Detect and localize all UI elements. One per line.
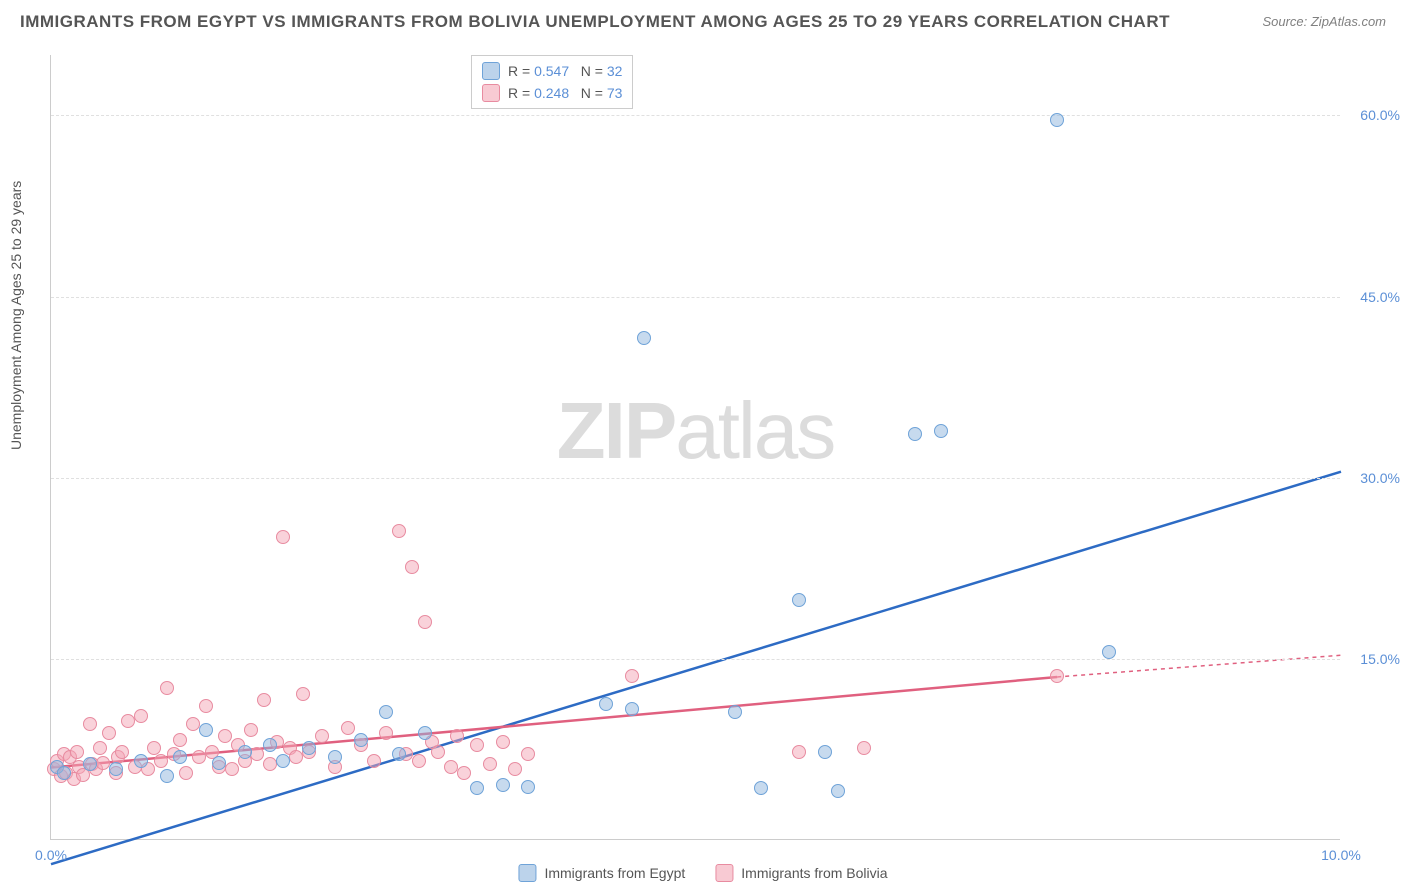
data-point <box>238 745 252 759</box>
data-point <box>173 750 187 764</box>
data-point <box>496 735 510 749</box>
x-tick-label: 10.0% <box>1321 847 1361 863</box>
data-point <box>831 784 845 798</box>
bottom-label-bolivia: Immigrants from Bolivia <box>741 865 887 881</box>
y-tick-label: 60.0% <box>1360 107 1400 123</box>
data-point <box>263 757 277 771</box>
data-point <box>154 754 168 768</box>
data-point <box>160 769 174 783</box>
data-point <box>328 750 342 764</box>
source-label: Source: ZipAtlas.com <box>1262 14 1386 29</box>
data-point <box>431 745 445 759</box>
data-point <box>263 738 277 752</box>
data-point <box>934 424 948 438</box>
data-point <box>199 699 213 713</box>
data-point <box>83 717 97 731</box>
data-point <box>379 726 393 740</box>
y-tick-label: 45.0% <box>1360 289 1400 305</box>
y-tick-label: 30.0% <box>1360 470 1400 486</box>
data-point <box>625 702 639 716</box>
data-point <box>173 733 187 747</box>
data-point <box>199 723 213 737</box>
data-point <box>276 530 290 544</box>
data-point <box>115 745 129 759</box>
data-point <box>1050 113 1064 127</box>
plot-area: ZIPatlas R = 0.547 N = 32 R = 0.248 N = … <box>50 55 1340 840</box>
data-point <box>496 778 510 792</box>
data-point <box>792 593 806 607</box>
data-point <box>908 427 922 441</box>
data-point <box>405 560 419 574</box>
data-point <box>109 762 123 776</box>
data-point <box>276 754 290 768</box>
data-point <box>296 687 310 701</box>
data-point <box>315 729 329 743</box>
data-point <box>521 747 535 761</box>
trend-lines <box>51 55 1340 839</box>
data-point <box>625 669 639 683</box>
y-axis-label: Unemployment Among Ages 25 to 29 years <box>8 181 24 450</box>
x-tick-label: 0.0% <box>35 847 67 863</box>
data-point <box>444 760 458 774</box>
data-point <box>218 729 232 743</box>
data-point <box>134 754 148 768</box>
data-point <box>470 781 484 795</box>
bottom-label-egypt: Immigrants from Egypt <box>544 865 685 881</box>
data-point <box>102 726 116 740</box>
data-point <box>1102 645 1116 659</box>
data-point <box>302 741 316 755</box>
bottom-legend: Immigrants from Egypt Immigrants from Bo… <box>518 864 887 882</box>
data-point <box>418 615 432 629</box>
data-point <box>450 729 464 743</box>
data-point <box>96 756 110 770</box>
data-point <box>379 705 393 719</box>
chart-title: IMMIGRANTS FROM EGYPT VS IMMIGRANTS FROM… <box>20 12 1170 32</box>
data-point <box>250 747 264 761</box>
gridline <box>51 478 1340 479</box>
bottom-swatch-pink <box>715 864 733 882</box>
data-point <box>212 756 226 770</box>
data-point <box>392 524 406 538</box>
data-point <box>289 750 303 764</box>
data-point <box>93 741 107 755</box>
data-point <box>728 705 742 719</box>
data-point <box>257 693 271 707</box>
gridline <box>51 659 1340 660</box>
data-point <box>857 741 871 755</box>
data-point <box>818 745 832 759</box>
data-point <box>792 745 806 759</box>
bottom-legend-egypt: Immigrants from Egypt <box>518 864 685 882</box>
data-point <box>57 766 71 780</box>
data-point <box>121 714 135 728</box>
data-point <box>637 331 651 345</box>
data-point <box>244 723 258 737</box>
data-point <box>521 780 535 794</box>
data-point <box>186 717 200 731</box>
data-point <box>483 757 497 771</box>
data-point <box>354 733 368 747</box>
data-point <box>599 697 613 711</box>
data-point <box>134 709 148 723</box>
data-point <box>457 766 471 780</box>
data-point <box>392 747 406 761</box>
gridline <box>51 297 1340 298</box>
data-point <box>225 762 239 776</box>
data-point <box>160 681 174 695</box>
data-point <box>470 738 484 752</box>
data-point <box>412 754 426 768</box>
data-point <box>83 757 97 771</box>
data-point <box>341 721 355 735</box>
data-point <box>179 766 193 780</box>
data-point <box>70 745 84 759</box>
gridline <box>51 115 1340 116</box>
data-point <box>754 781 768 795</box>
bottom-legend-bolivia: Immigrants from Bolivia <box>715 864 887 882</box>
data-point <box>192 750 206 764</box>
bottom-swatch-blue <box>518 864 536 882</box>
data-point <box>367 754 381 768</box>
data-point <box>1050 669 1064 683</box>
data-point <box>508 762 522 776</box>
y-tick-label: 15.0% <box>1360 651 1400 667</box>
data-point <box>418 726 432 740</box>
